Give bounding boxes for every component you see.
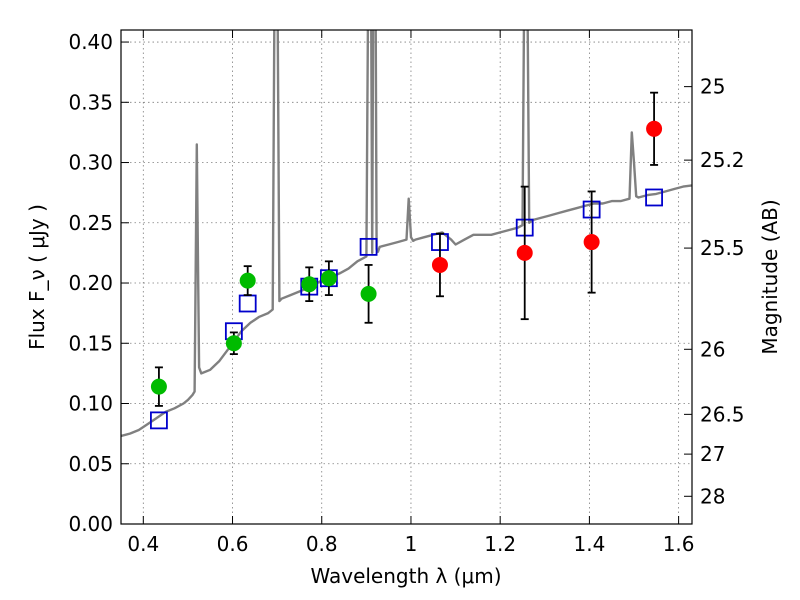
- circle-marker: [239, 272, 256, 289]
- axes: 0.4 0.6 0.8 1 1.2 1.4 1.6 0.00 0.05 0.10 0.15 0.20 0…: [68, 29, 745, 556]
- circle-marker: [150, 378, 167, 395]
- spectrum-line: [121, 30, 692, 438]
- x-tick-label: 0.4: [127, 532, 159, 556]
- circle-marker: [431, 256, 448, 273]
- right-tick-label: 26: [700, 337, 725, 361]
- x-tick-label: 0.8: [306, 532, 338, 556]
- y-axis-label: Flux F_ν ( μJy ): [25, 204, 49, 350]
- x-tick-label: 1: [405, 532, 418, 556]
- grid-lines: [121, 30, 692, 525]
- y-tick-label: 0.05: [68, 452, 113, 476]
- y-tick-label: 0.40: [68, 30, 113, 54]
- right-tick-label: 25.2: [700, 148, 745, 172]
- plot-frame: [120, 29, 693, 525]
- right-tick-label: 28: [700, 484, 725, 508]
- y-tick-label: 0.15: [68, 331, 113, 355]
- circle-marker: [225, 335, 242, 352]
- x-tick-label: 0.6: [217, 532, 249, 556]
- square-marker: [359, 237, 378, 256]
- circle-marker: [583, 234, 600, 251]
- circle-marker: [516, 244, 533, 261]
- right-tick-label: 25: [700, 75, 725, 99]
- y-tick-label: 0.20: [68, 271, 113, 295]
- circle-marker: [360, 285, 377, 302]
- y-tick-label: 0.10: [68, 392, 113, 416]
- y-tick-label: 0.25: [68, 211, 113, 235]
- right-axis-label: Magnitude (AB): [758, 199, 782, 354]
- y-tick-label: 0.35: [68, 90, 113, 114]
- circle-marker: [320, 270, 337, 287]
- circle-marker: [301, 276, 318, 293]
- square-marker: [238, 294, 257, 313]
- circle-marker: [646, 120, 663, 137]
- series-group: [121, 30, 692, 438]
- y-tick-label: 0.30: [68, 151, 113, 175]
- square-marker: [150, 411, 168, 430]
- square-marker: [645, 188, 663, 207]
- right-tick-label: 25.5: [700, 236, 745, 260]
- y-tick-label: 0.00: [68, 512, 113, 536]
- x-tick-label: 1.6: [663, 532, 695, 556]
- x-axis-label: Wavelength λ (μm): [310, 564, 501, 588]
- x-tick-label: 1.4: [573, 532, 605, 556]
- plot-area: [121, 30, 692, 438]
- right-tick-label: 27: [700, 442, 725, 466]
- x-tick-label: 1.2: [484, 532, 516, 556]
- right-tick-label: 26.5: [700, 402, 745, 426]
